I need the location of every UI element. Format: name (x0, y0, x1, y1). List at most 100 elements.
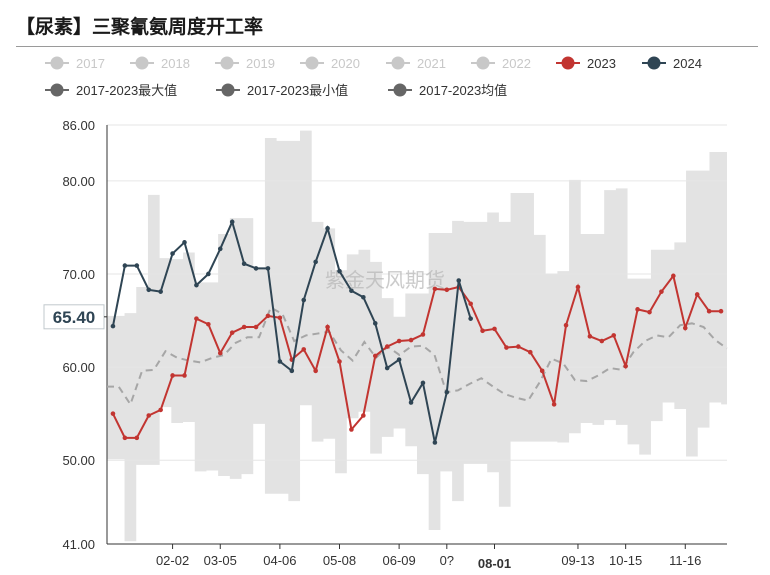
data-point-2023[interactable] (659, 289, 664, 294)
data-point-2023[interactable] (694, 292, 700, 297)
data-point-2023[interactable] (110, 411, 116, 416)
data-point-2023[interactable] (158, 407, 163, 413)
data-point-2023[interactable] (265, 313, 271, 319)
data-point-2023[interactable] (575, 284, 581, 290)
data-point-2023[interactable] (313, 368, 318, 374)
data-point-2023[interactable] (337, 359, 342, 364)
legend-item-2024[interactable]: 2024 (642, 56, 702, 71)
data-point-2023[interactable] (134, 435, 140, 441)
data-point-2023[interactable] (241, 324, 247, 330)
data-point-2023[interactable] (349, 427, 354, 432)
data-point-2024[interactable] (384, 365, 390, 371)
data-point-2024[interactable] (372, 321, 378, 326)
data-point-2024[interactable] (396, 357, 402, 362)
data-point-2023[interactable] (217, 350, 223, 356)
data-point-2023[interactable] (408, 337, 414, 343)
data-point-2024[interactable] (206, 271, 211, 277)
data-point-2023[interactable] (253, 324, 259, 330)
y-tick-label: 80.00 (62, 174, 95, 189)
data-point-2023[interactable] (611, 333, 617, 338)
data-point-2023[interactable] (551, 402, 557, 407)
data-point-2024[interactable] (182, 240, 187, 245)
data-point-2024[interactable] (277, 359, 283, 364)
data-point-2023[interactable] (194, 316, 199, 321)
legend-label: 2020 (331, 56, 360, 71)
legend-label: 2024 (673, 56, 702, 71)
data-point-2023[interactable] (301, 347, 307, 352)
data-point-2024[interactable] (217, 246, 223, 252)
data-point-2023[interactable] (325, 324, 330, 330)
data-point-2024[interactable] (361, 294, 366, 300)
data-point-2023[interactable] (587, 334, 593, 339)
data-point-2023[interactable] (396, 338, 402, 344)
data-point-2023[interactable] (229, 330, 235, 335)
data-point-2023[interactable] (444, 287, 450, 293)
data-point-2023[interactable] (182, 373, 187, 378)
data-point-2024[interactable] (456, 278, 462, 283)
legend[interactable]: 2017 2018 2019 2020 2021 2022 2023 2024 2017-202… (45, 56, 702, 98)
data-point-2023[interactable] (635, 307, 640, 312)
data-point-2024[interactable] (194, 282, 199, 288)
data-point-2023[interactable] (432, 286, 438, 292)
data-point-2023[interactable] (718, 308, 724, 314)
legend-item-2022[interactable]: 2022 (471, 56, 531, 71)
data-point-2024[interactable] (432, 440, 438, 445)
data-point-2023[interactable] (706, 308, 712, 314)
data-point-2023[interactable] (361, 413, 366, 418)
data-point-2023[interactable] (527, 349, 533, 355)
data-point-2024[interactable] (110, 323, 116, 329)
y-tick-label: 41.00 (62, 537, 95, 552)
data-point-2023[interactable] (420, 332, 426, 337)
data-point-2024[interactable] (325, 226, 330, 231)
data-point-2023[interactable] (480, 328, 485, 334)
data-point-2023[interactable] (563, 322, 569, 328)
data-point-2023[interactable] (146, 413, 152, 418)
data-point-2023[interactable] (492, 326, 497, 332)
legend-item-2017[interactable]: 2017 (45, 56, 105, 71)
data-point-2023[interactable] (372, 353, 378, 359)
data-point-2023[interactable] (516, 344, 521, 349)
legend-item-2018[interactable]: 2018 (130, 56, 190, 71)
legend-item-2023[interactable]: 2023 (556, 56, 616, 71)
data-point-2023[interactable] (170, 373, 175, 378)
data-point-2023[interactable] (384, 344, 390, 349)
data-point-2023[interactable] (206, 321, 211, 327)
data-point-2023[interactable] (647, 309, 652, 315)
data-point-2024[interactable] (134, 263, 140, 268)
legend-item-2021[interactable]: 2021 (386, 56, 446, 71)
data-point-2024[interactable] (301, 297, 307, 303)
data-point-2024[interactable] (349, 288, 354, 294)
data-point-2024[interactable] (337, 268, 342, 274)
y-pointer: 65.40 (43, 304, 107, 330)
data-point-2023[interactable] (468, 301, 473, 307)
legend-label: 2017-2023均值 (419, 83, 507, 98)
data-point-2024[interactable] (146, 287, 152, 293)
legend-item-2019[interactable]: 2019 (215, 56, 275, 71)
data-point-2024[interactable] (122, 263, 128, 268)
data-point-2024[interactable] (313, 259, 318, 265)
legend-item-2020[interactable]: 2020 (300, 56, 360, 71)
data-point-2024[interactable] (468, 316, 473, 321)
data-point-2024[interactable] (158, 289, 163, 294)
data-point-2023[interactable] (539, 368, 545, 374)
legend-item-2017-2023最大值[interactable]: 2017-2023最大值 (45, 83, 177, 98)
data-point-2023[interactable] (122, 435, 128, 441)
data-point-2023[interactable] (599, 338, 605, 344)
data-point-2024[interactable] (265, 266, 271, 271)
data-point-2024[interactable] (229, 219, 235, 225)
data-point-2024[interactable] (289, 368, 295, 374)
legend-item-2017-2023均值[interactable]: 2017-2023均值 (388, 83, 507, 98)
data-point-2024[interactable] (170, 251, 175, 256)
data-point-2024[interactable] (253, 266, 259, 271)
data-point-2023[interactable] (277, 315, 283, 321)
data-point-2023[interactable] (671, 273, 676, 279)
data-point-2023[interactable] (623, 363, 628, 369)
data-point-2024[interactable] (241, 261, 247, 267)
data-point-2024[interactable] (444, 389, 450, 395)
data-point-2024[interactable] (420, 380, 426, 386)
legend-item-2017-2023最小值[interactable]: 2017-2023最小值 (216, 83, 348, 98)
data-point-2023[interactable] (504, 345, 509, 350)
data-point-2024[interactable] (408, 400, 414, 405)
data-point-2023[interactable] (682, 325, 688, 331)
